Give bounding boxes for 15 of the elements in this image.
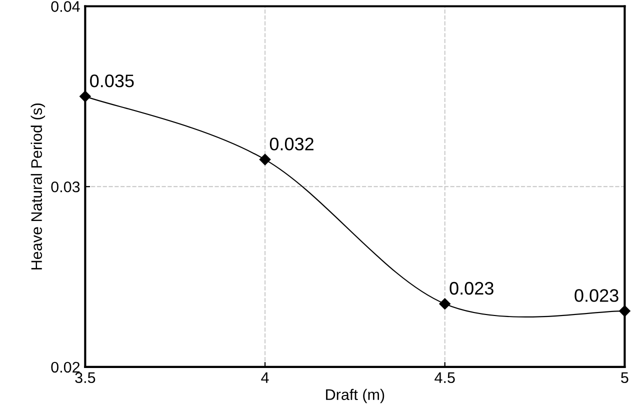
point: [259, 154, 271, 166]
x-axis-title: Draft (m): [326, 388, 384, 404]
y-axis-title: Heave Natural Period (s): [30, 103, 46, 270]
y-tick-label: 0.04: [51, 1, 80, 12]
x-tick-label: 3.5: [75, 372, 96, 384]
x-tick-label: 5: [621, 372, 628, 384]
y-tick-label: 0.02: [51, 362, 80, 373]
data-label: 0.032: [270, 138, 314, 150]
data-label: 0.035: [90, 74, 134, 88]
data-label: 0.023: [574, 289, 618, 302]
x-tick-label: 4.5: [434, 372, 455, 384]
data-label: 0.023: [450, 282, 494, 295]
y-tick-label: 0.03: [51, 181, 80, 192]
point: [439, 298, 450, 310]
x-tick-label: 4: [261, 372, 269, 383]
